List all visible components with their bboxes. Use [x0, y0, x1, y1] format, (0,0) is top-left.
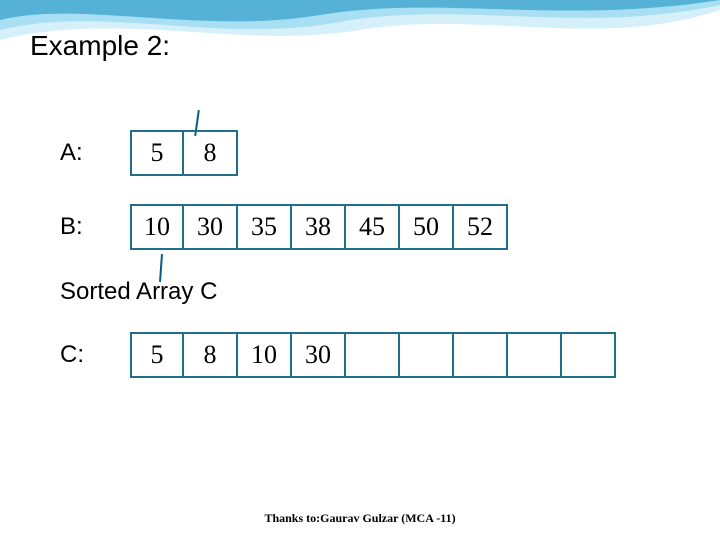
- array-b-cell: 35: [238, 204, 292, 250]
- array-a: 58: [130, 130, 238, 176]
- array-b-cell: 30: [184, 204, 238, 250]
- footer-credit: Thanks to:Gaurav Gulzar (MCA -11): [0, 511, 720, 526]
- slide-title: Example 2:: [30, 30, 170, 62]
- array-b-cell: 10: [130, 204, 184, 250]
- label-b: B:: [60, 213, 130, 241]
- array-a-cell: 5: [130, 130, 184, 176]
- array-b: 10303538455052: [130, 204, 508, 250]
- array-c-cell: 30: [292, 332, 346, 378]
- array-b-cell: 45: [346, 204, 400, 250]
- array-b-cell: 38: [292, 204, 346, 250]
- array-c-cell: [454, 332, 508, 378]
- label-c: C:: [60, 341, 130, 369]
- label-a: A:: [60, 139, 130, 167]
- array-c-cell: 10: [238, 332, 292, 378]
- row-a: A: 58: [60, 130, 616, 176]
- content-area: A: 58 B: 10303538455052 Sorted Array C C…: [60, 130, 616, 406]
- array-c-cell: [562, 332, 616, 378]
- array-c-cell: 5: [130, 332, 184, 378]
- array-b-cell: 50: [400, 204, 454, 250]
- array-b-cell: 52: [454, 204, 508, 250]
- subheading-sorted: Sorted Array C: [60, 278, 616, 306]
- array-c-cell: [346, 332, 400, 378]
- row-b: B: 10303538455052: [60, 204, 616, 250]
- array-a-cell: 8: [184, 130, 238, 176]
- array-c: 581030: [130, 332, 616, 378]
- array-c-cell: 8: [184, 332, 238, 378]
- row-c: C: 581030: [60, 332, 616, 378]
- array-c-cell: [400, 332, 454, 378]
- array-c-cell: [508, 332, 562, 378]
